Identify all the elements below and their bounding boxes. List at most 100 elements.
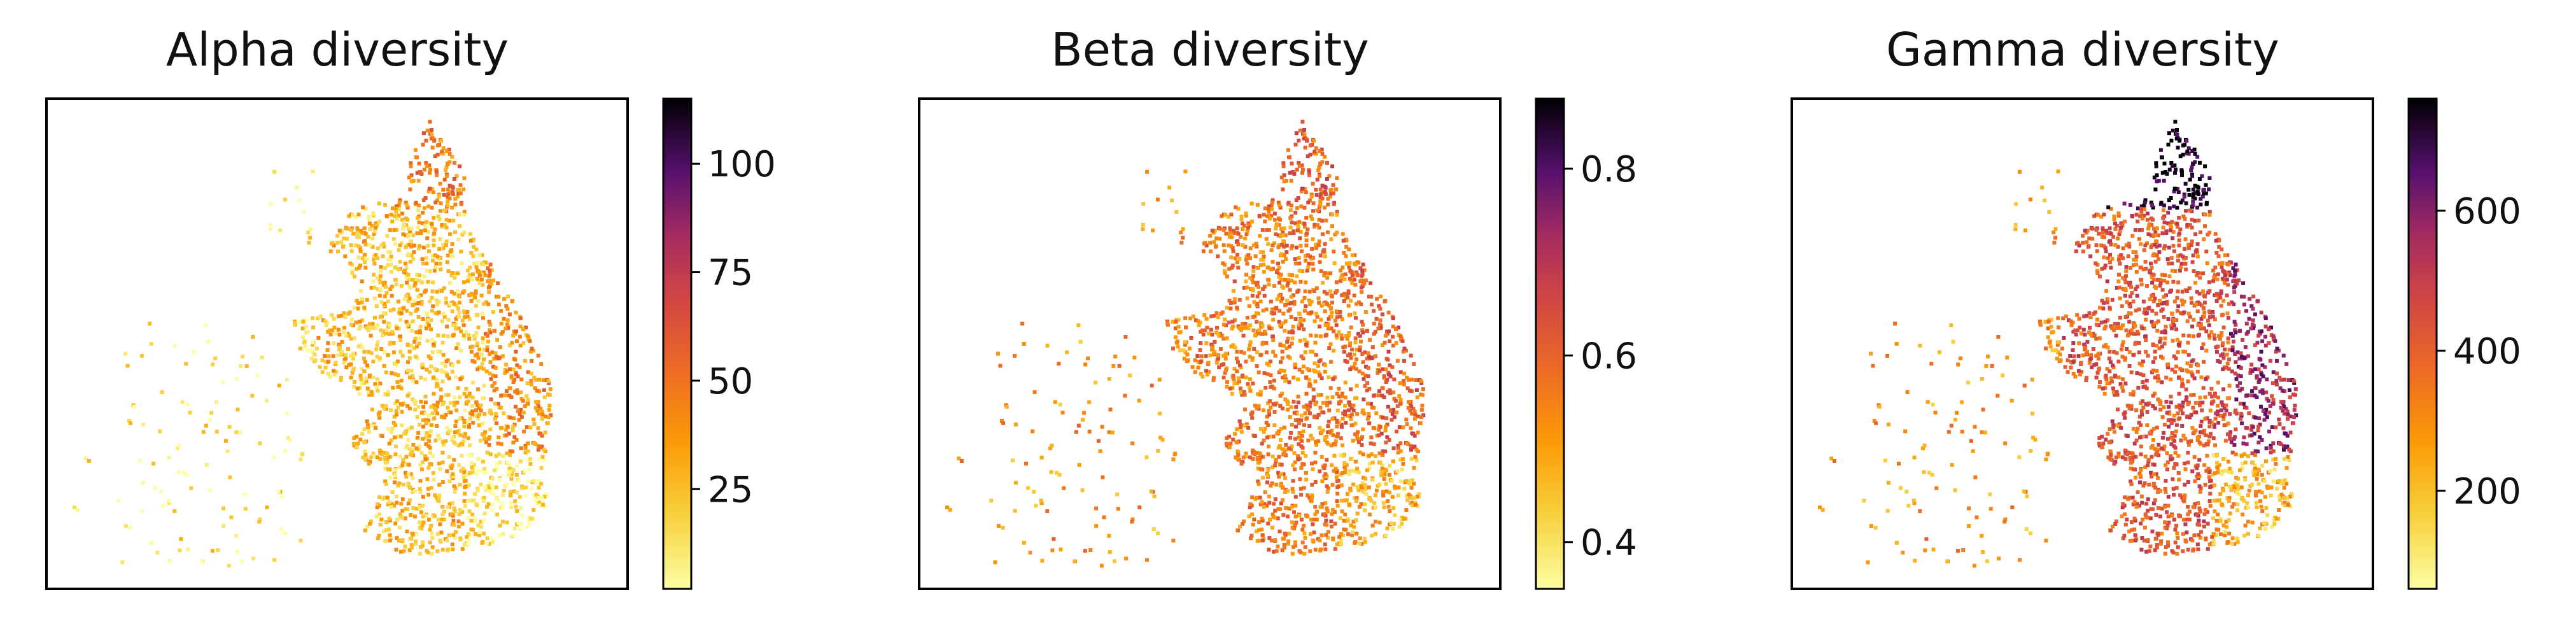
data-point [543, 430, 547, 435]
data-point [2160, 435, 2165, 440]
data-point [1282, 344, 1286, 348]
data-point [1245, 262, 1249, 266]
data-point [320, 370, 325, 374]
data-point [397, 327, 401, 330]
data-point [453, 490, 457, 494]
data-point [416, 300, 421, 305]
data-point [1391, 459, 1395, 463]
data-point [2162, 203, 2166, 208]
data-point [2228, 437, 2232, 441]
data-point [1335, 315, 1339, 320]
data-point [2228, 434, 2232, 438]
data-point [476, 387, 481, 392]
data-point [316, 336, 321, 340]
data-point [481, 460, 485, 464]
data-point [2113, 222, 2117, 225]
data-point [442, 442, 446, 447]
data-point [1314, 187, 1318, 192]
data-point [512, 416, 516, 421]
data-point [2216, 395, 2220, 400]
data-point [458, 213, 462, 216]
data-point [1306, 311, 1311, 315]
data-point [447, 533, 451, 537]
data-point [1293, 362, 1298, 367]
data-point [475, 341, 480, 346]
data-point [398, 267, 402, 271]
data-point [393, 265, 398, 270]
data-point [453, 486, 458, 490]
data-point [416, 225, 420, 230]
data-point [1236, 453, 1241, 457]
data-point [1279, 227, 1283, 231]
data-point [1332, 261, 1337, 265]
data-point [409, 244, 413, 249]
data-point [2198, 509, 2202, 514]
data-point [2166, 437, 2170, 441]
data-point [1013, 481, 1018, 485]
data-point [1274, 232, 1278, 236]
data-point [381, 334, 384, 337]
data-point [1241, 243, 1245, 247]
data-point [1342, 453, 1346, 458]
data-point [2188, 415, 2192, 420]
data-point [1150, 383, 1154, 388]
data-point [1307, 262, 1311, 266]
data-point [2229, 440, 2234, 444]
data-point [1158, 411, 1162, 416]
data-point [404, 474, 409, 479]
data-point [1327, 346, 1332, 350]
data-point [491, 278, 496, 283]
data-point [227, 425, 232, 429]
data-point [1264, 341, 1269, 345]
data-point [1303, 350, 1307, 355]
data-point [2202, 237, 2206, 241]
data-point [1395, 469, 1400, 474]
data-point [2252, 432, 2256, 436]
data-point [1290, 486, 1295, 491]
data-point [1321, 281, 1325, 285]
data-point [396, 299, 400, 304]
data-point [1369, 302, 1374, 307]
data-point [1270, 465, 1275, 469]
data-point [485, 504, 489, 509]
data-point [1249, 534, 1254, 538]
data-point [2180, 173, 2184, 178]
data-point [1344, 334, 1348, 338]
data-point [2174, 327, 2179, 332]
data-point [2196, 547, 2200, 551]
data-point [1277, 272, 1281, 276]
data-point [2137, 420, 2141, 425]
data-point [446, 162, 450, 166]
data-point [2195, 463, 2200, 467]
data-point [1302, 551, 1307, 556]
data-point [327, 354, 331, 358]
data-point [1262, 285, 1267, 289]
data-point [1327, 375, 1331, 379]
data-point [507, 343, 512, 348]
data-point [1340, 425, 1344, 429]
data-point [429, 486, 433, 490]
data-point [486, 339, 490, 344]
data-point [381, 281, 386, 285]
data-point [180, 400, 185, 404]
data-point [1250, 495, 1255, 500]
data-point [2277, 479, 2281, 483]
data-point [477, 533, 482, 537]
data-point [395, 216, 399, 221]
chart-title: Alpha diversity [166, 23, 509, 76]
data-point [1364, 278, 1369, 283]
data-point [425, 477, 430, 481]
data-point [482, 484, 487, 489]
data-point [416, 216, 420, 220]
data-point [1395, 404, 1400, 408]
data-point [438, 522, 442, 526]
data-point [457, 512, 461, 516]
data-point [430, 535, 435, 540]
data-point [1200, 328, 1205, 332]
data-point [460, 547, 465, 551]
data-point [2088, 325, 2092, 330]
data-point [295, 185, 299, 190]
data-point [374, 326, 378, 330]
data-point [2202, 428, 2207, 433]
data-point [1336, 432, 1340, 436]
